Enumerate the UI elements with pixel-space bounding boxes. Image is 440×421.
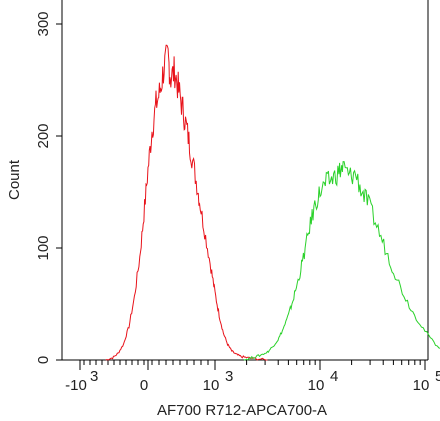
y-axis-title: Count [6, 159, 23, 200]
x-tick-label: 0 [140, 377, 148, 394]
x-axis-title: AF700 R712-APCA700-A [157, 402, 327, 419]
y-axis-ticks: 0 100 200 300 [35, 11, 62, 364]
series-line-1 [243, 161, 440, 361]
series-layer [105, 44, 440, 361]
y-tick-label: 0 [35, 356, 52, 364]
x-tick-exponent: 5 [435, 368, 440, 385]
x-tick-label: 10 [308, 377, 325, 394]
plot-area [61, 0, 429, 361]
x-tick-exponent: 4 [330, 368, 338, 385]
x-tick-exponent: 3 [90, 368, 98, 385]
x-tick-label: 10 [413, 377, 430, 394]
x-tick-label: -10 [65, 377, 87, 394]
x-tick-label: 10 [203, 377, 220, 394]
series-line-0 [105, 44, 268, 361]
y-tick-label: 100 [35, 235, 52, 260]
y-tick-label: 200 [35, 123, 52, 148]
x-tick-exponent: 3 [225, 368, 233, 385]
y-tick-label: 300 [35, 11, 52, 36]
